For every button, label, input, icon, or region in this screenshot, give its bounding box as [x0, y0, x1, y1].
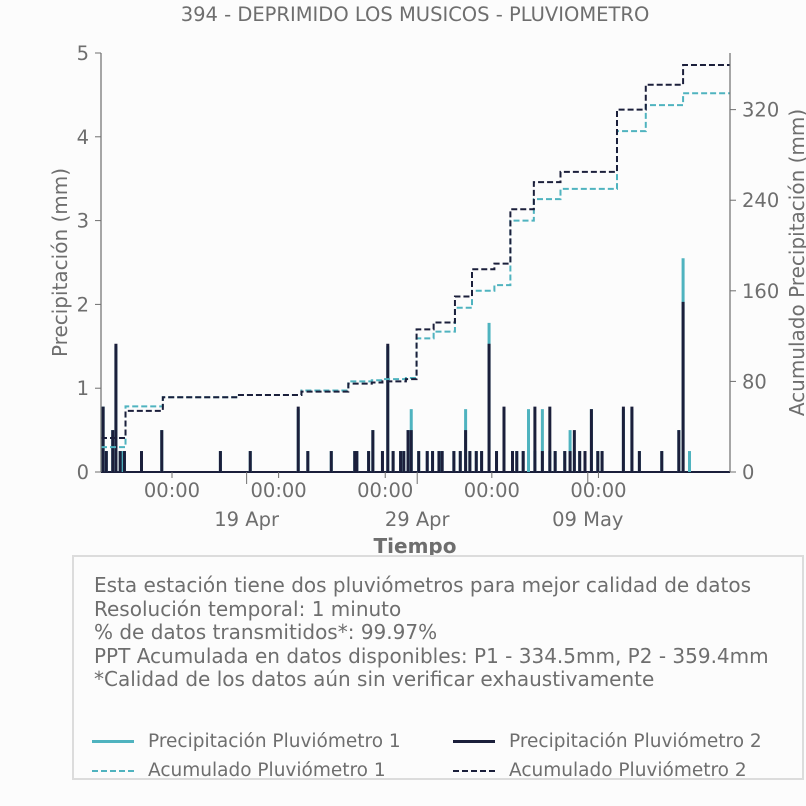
legend-label-p1-acum: Acumulado Pluviómetro 1	[148, 760, 386, 781]
legend-swatch-p2-acum	[453, 769, 495, 772]
info-line-accumulated: PPT Acumulada en datos disponibles: P1 -…	[94, 643, 769, 668]
legend-item-p2-acum: Acumulado Pluviómetro 2	[453, 760, 747, 781]
x-tick-label: 00:00	[251, 479, 307, 502]
legend-swatch-p1-acum	[92, 769, 134, 772]
y-right-tick-label: 160	[742, 280, 779, 303]
legend-item-p2-bar: Precipitación Pluviómetro 2	[453, 731, 762, 752]
y-right-tick-label: 80	[742, 370, 767, 393]
x-axis-label: Tiempo	[374, 534, 457, 556]
x-tick-label: 00:00	[144, 479, 200, 502]
x-tick-label: 00:00	[464, 479, 520, 502]
y-right-axis-label: Acumulado Precipitación (mm)	[785, 109, 806, 416]
info-line-resolution: Resolución temporal: 1 minuto	[94, 596, 402, 621]
y-left-tick-label: 3	[77, 210, 89, 233]
info-box: Esta estación tiene dos pluviómetros par…	[72, 555, 804, 781]
legend-item-p1-bar: Precipitación Pluviómetro 1	[92, 731, 401, 752]
legend-swatch-p2-bar	[453, 740, 495, 743]
info-line-transmitted: % de datos transmitidos*: 99.97%	[94, 620, 438, 644]
y-right-tick-label: 320	[742, 99, 779, 122]
x-tick-label: 00:00	[357, 479, 413, 502]
acum-line-p2	[101, 64, 730, 440]
x-tick-label: 00:00	[570, 479, 626, 502]
legend-label-p2-bar: Precipitación Pluviómetro 2	[509, 731, 762, 752]
legend-label-p2-acum: Acumulado Pluviómetro 2	[509, 760, 747, 781]
x-date-label: 09 May	[552, 508, 623, 531]
y-left-tick-label: 0	[77, 461, 89, 484]
y-left-tick-label: 1	[77, 377, 89, 400]
y-right-tick-label: 240	[742, 189, 779, 212]
x-date-label: 29 Apr	[385, 508, 451, 531]
precipitation-chart: 394 - DEPRIMIDO LOS MUSICOS - PLUVIOMETR…	[48, 3, 806, 556]
info-text: Esta estación tiene dos pluviómetros par…	[94, 573, 769, 692]
x-date-label: 19 Apr	[214, 508, 280, 531]
y-left-tick-label: 5	[77, 42, 89, 65]
legend-swatch-p1-bar	[92, 740, 134, 743]
acum-line-p1	[101, 92, 730, 449]
legend: Precipitación Pluviómetro 1 Precipitació…	[92, 729, 792, 781]
info-line-dual-gauge: Esta estación tiene dos pluviómetros par…	[94, 573, 752, 597]
y-left-tick-label: 2	[77, 293, 89, 316]
y-right-tick-label: 0	[742, 461, 754, 484]
y-left-tick-label: 4	[77, 126, 89, 149]
legend-label-p1-bar: Precipitación Pluviómetro 1	[148, 731, 401, 752]
chart-title: 394 - DEPRIMIDO LOS MUSICOS - PLUVIOMETR…	[181, 3, 650, 26]
info-line-quality-note: *Calidad de los datos aún sin verificar …	[94, 667, 655, 691]
legend-item-p1-acum: Acumulado Pluviómetro 1	[92, 760, 386, 781]
y-left-axis-label: Precipitación (mm)	[48, 168, 72, 357]
